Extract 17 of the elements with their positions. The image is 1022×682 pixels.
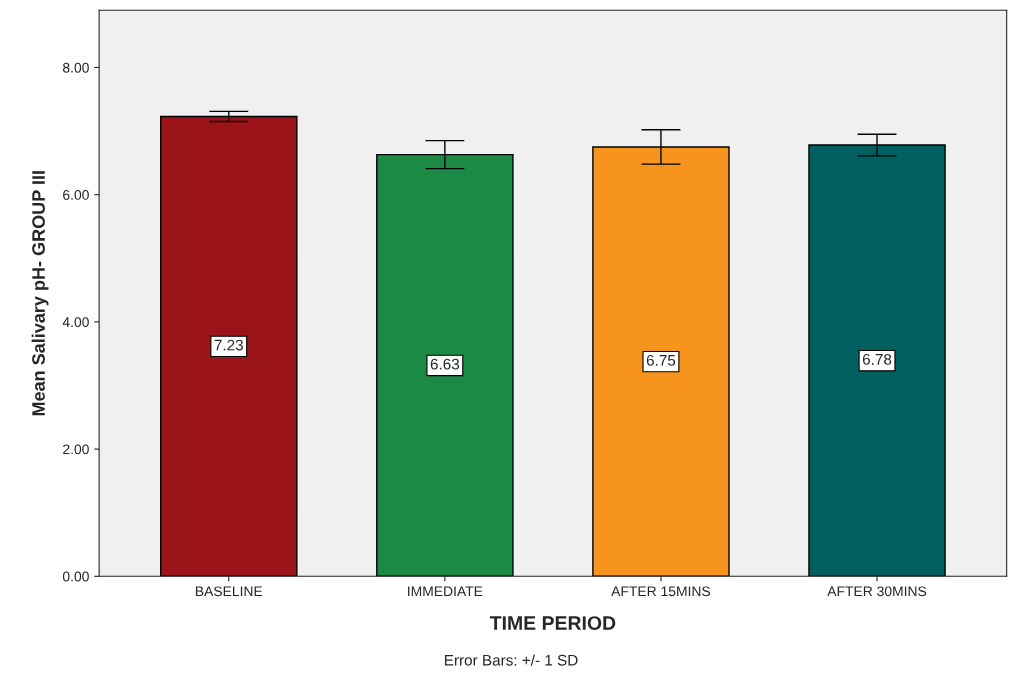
data-label: 6.78	[862, 353, 892, 365]
y-tick-label: 4.00	[62, 317, 89, 328]
y-tick-label: 8.00	[62, 62, 89, 73]
text: Error Bars: +/- 1 SD	[444, 654, 578, 666]
y-tick-label: 2.00	[63, 444, 89, 455]
x-tick-label: IMMEDIATE	[408, 586, 483, 597]
y-tick-label: 6.00	[63, 190, 89, 200]
data-label: 7.23	[214, 339, 243, 351]
x-tick-label: BASELINE	[195, 586, 263, 597]
data-label: 6.75	[646, 354, 676, 366]
y-tick-label: 0.00	[62, 571, 89, 582]
y-axis-title: Mean Salivary pH- GROUP III	[31, 171, 49, 416]
x-tick-label: AFTER 15MINS	[611, 586, 711, 597]
x-tick-label: AFTER 30MINS	[827, 586, 927, 597]
data-label: 6.63	[430, 358, 460, 370]
bar	[160, 115, 298, 577]
x-axis-title: TIME PERIOD	[489, 616, 616, 630]
